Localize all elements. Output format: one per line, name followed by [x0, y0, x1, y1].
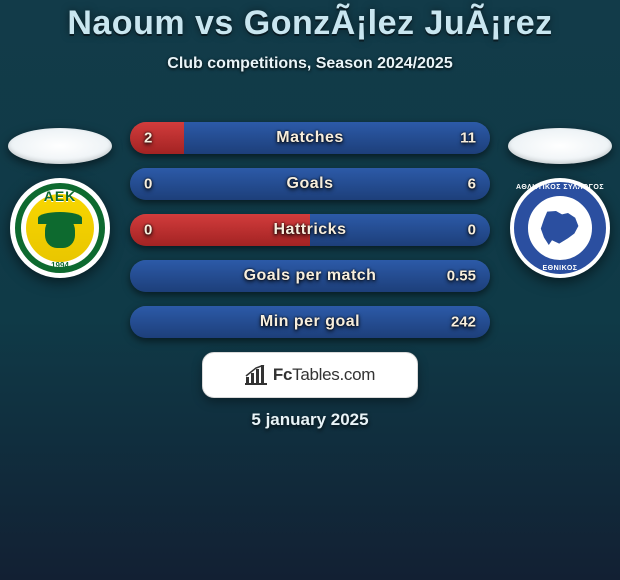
- comparison-card: Naoum vs GonzÃ¡lez JuÃ¡rez Club competit…: [0, 0, 620, 580]
- aek-helmet-icon: [45, 216, 75, 248]
- ethnikos-badge: ΑΘΛΗΤΙΚΟΣ ΣΥΛΛΟΓΟΣ ΕΘΝΙΚΟΣ: [510, 178, 610, 278]
- greece-map-icon: [540, 211, 580, 245]
- ethnikos-badge-core: [530, 198, 590, 258]
- fctables-text: FcTables.com: [273, 365, 375, 385]
- stat-bar-left-value: 2: [144, 130, 152, 147]
- stat-bar-right-value: 0: [468, 222, 476, 239]
- aek-badge-text: AEK: [10, 188, 110, 204]
- stat-bar-right-value: 6: [468, 176, 476, 193]
- stat-bar-matches: 2 Matches 11: [130, 122, 490, 154]
- aek-badge-year: 1994: [10, 261, 110, 270]
- fctables-attribution: FcTables.com: [202, 352, 418, 398]
- page-title: Naoum vs GonzÃ¡lez JuÃ¡rez: [0, 0, 620, 43]
- stat-bar-label: Goals: [287, 175, 334, 193]
- stat-bar-left-value: 0: [144, 176, 152, 193]
- stat-bar-label: Min per goal: [260, 313, 360, 331]
- aek-badge-core: [26, 194, 94, 262]
- stat-bar-mpg: Min per goal 242: [130, 306, 490, 338]
- right-player-column: ΑΘΛΗΤΙΚΟΣ ΣΥΛΛΟΓΟΣ ΕΘΝΙΚΟΣ: [500, 128, 620, 278]
- stat-bar-gpm: Goals per match 0.55: [130, 260, 490, 292]
- stat-bar-goals: 0 Goals 6: [130, 168, 490, 200]
- aek-badge: AEK 1994: [10, 178, 110, 278]
- stat-bars: 2 Matches 11 0 Goals 6 0 Hattricks 0 Goals per ma…: [130, 122, 490, 338]
- stat-bar-label: Hattricks: [274, 221, 347, 239]
- stat-bar-right-value: 242: [451, 314, 476, 331]
- stat-bar-right-value: 0.55: [447, 268, 476, 285]
- stat-bar-left-fill: [130, 122, 184, 154]
- bar-chart-icon: [245, 365, 267, 385]
- stat-bar-hattricks: 0 Hattricks 0: [130, 214, 490, 246]
- stat-bar-label: Matches: [276, 129, 344, 147]
- right-player-avatar-placeholder: [508, 128, 612, 164]
- ethnikos-ring-text-bottom: ΕΘΝΙΚΟΣ: [510, 265, 610, 272]
- fctables-text-rest: Tables.com: [292, 365, 375, 384]
- stat-bar-label: Goals per match: [244, 267, 377, 285]
- stat-bar-left-value: 0: [144, 222, 152, 239]
- page-subtitle: Club competitions, Season 2024/2025: [0, 55, 620, 73]
- fctables-text-bold: Fc: [273, 365, 292, 384]
- ethnikos-ring-text-top: ΑΘΛΗΤΙΚΟΣ ΣΥΛΛΟΓΟΣ: [510, 184, 610, 191]
- stat-bar-right-value: 11: [460, 130, 476, 147]
- left-player-column: AEK 1994: [0, 128, 120, 278]
- left-player-avatar-placeholder: [8, 128, 112, 164]
- snapshot-date: 5 january 2025: [0, 410, 620, 430]
